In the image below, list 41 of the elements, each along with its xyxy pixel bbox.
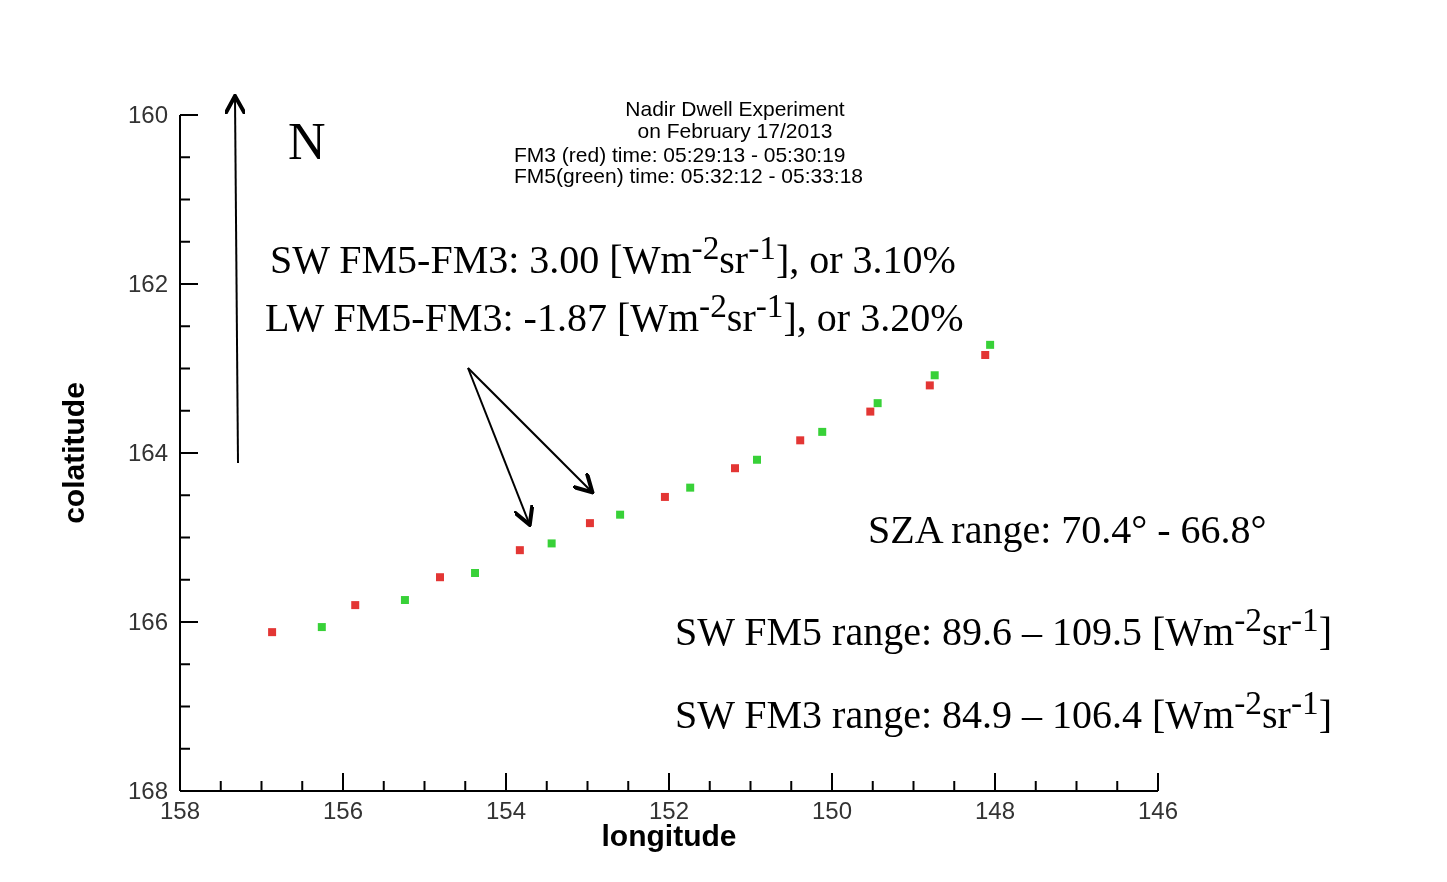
point xyxy=(981,350,990,359)
y-tick-label: 164 xyxy=(127,439,168,466)
point xyxy=(930,371,939,380)
point xyxy=(616,510,625,519)
point xyxy=(317,623,326,632)
y-tick-label: 162 xyxy=(127,270,168,297)
x-tick-label: 148 xyxy=(974,797,1016,824)
annotation: N xyxy=(288,113,326,171)
point xyxy=(400,596,409,605)
x-tick-label: 156 xyxy=(322,797,364,824)
y-tick-label: 166 xyxy=(127,608,168,635)
point xyxy=(818,427,827,436)
point xyxy=(660,492,669,501)
annotation: FM3 (red) time: 05:29:13 - 05:30:19 xyxy=(514,143,846,167)
point xyxy=(435,573,444,582)
point xyxy=(866,407,875,416)
point xyxy=(753,455,762,464)
y-axis-title: colatitude xyxy=(56,382,90,524)
point xyxy=(547,539,556,548)
point xyxy=(585,519,594,528)
chart-subtitle: on February 17/2013 xyxy=(636,119,833,142)
annotation: SW FM3 range: 84.9 – 106.4 [Wm$^{-2}$sr$^{-1}$] xyxy=(675,684,1332,738)
point xyxy=(268,628,277,637)
x-tick-label: 150 xyxy=(811,797,853,824)
point xyxy=(796,436,805,445)
point xyxy=(515,546,524,555)
point xyxy=(873,399,882,408)
y-tick-label: 160 xyxy=(127,101,168,128)
annotation: SW FM5 range: 89.6 – 109.5 [Wm$^{-2}$sr$^{-1}$] xyxy=(675,601,1332,655)
x-tick-label: 146 xyxy=(1137,797,1179,824)
point xyxy=(986,340,995,349)
point xyxy=(925,381,934,390)
point xyxy=(471,568,480,577)
x-tick-label: 154 xyxy=(485,797,527,824)
point xyxy=(731,464,740,473)
point xyxy=(351,601,360,610)
annotation: LW FM5-FM3: -1.87 [Wm$^{-2}$sr$^{-1}$], or 3.20% xyxy=(265,287,964,341)
point xyxy=(686,483,695,492)
annotation: SW FM5-FM3: 3.00 [Wm$^{-2}$sr$^{-1}$], or 3.10% xyxy=(270,229,956,283)
chart-title: Nadir Dwell Experiment xyxy=(624,97,846,120)
annotation: SZA range: 70.4° - 66.8° xyxy=(868,507,1267,552)
